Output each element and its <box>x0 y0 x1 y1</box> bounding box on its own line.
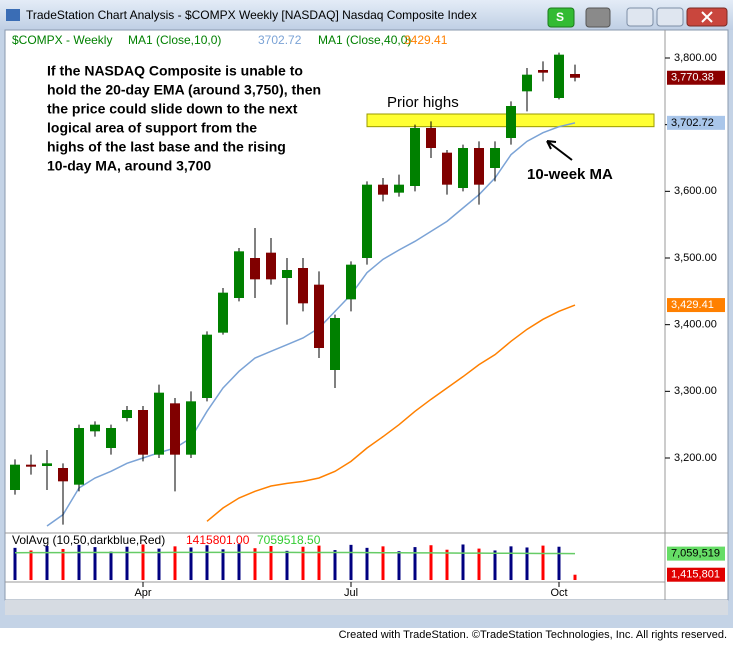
annotation-line: 10-day MA, around 3,700 <box>47 158 211 174</box>
candle-body <box>458 148 468 188</box>
candle-body <box>538 70 548 73</box>
candle-body <box>378 184 388 195</box>
price-flag-label: 3,429.41 <box>671 299 714 311</box>
candle-body <box>298 268 308 304</box>
candle-body <box>490 148 500 168</box>
ma-line <box>46 122 576 527</box>
scroll-bar <box>5 600 728 615</box>
candle-body <box>186 401 196 455</box>
symbol-label: $COMPX - Weekly <box>12 33 112 47</box>
candle-body <box>346 264 356 300</box>
band-label: Prior highs <box>387 94 459 111</box>
candle-body <box>426 128 436 148</box>
volume-flag-label: 1,415,801 <box>671 569 720 581</box>
ma-arrow <box>546 140 573 161</box>
volume-flag-label: 7,059,519 <box>671 548 720 560</box>
candle-body <box>154 392 164 455</box>
ma10-readout: 3702.72 <box>258 33 302 47</box>
candle-body <box>202 334 212 398</box>
annotation-line: If the NASDAQ Composite is unable to <box>47 63 303 79</box>
candle-body <box>330 318 340 370</box>
annotation-line: highs of the last base and the rising <box>47 139 286 155</box>
y-tick-label: 3,800.00 <box>674 52 717 64</box>
candle-body <box>282 270 292 278</box>
candle-body <box>26 464 36 467</box>
candle-body <box>170 403 180 455</box>
title-bar <box>0 0 733 30</box>
menu-button[interactable] <box>585 7 611 28</box>
minimize-button[interactable] <box>626 7 654 27</box>
volume-avg-line <box>14 551 576 555</box>
candle-body <box>122 410 132 418</box>
ma-label: 10-week MA <box>527 166 613 183</box>
candle-body <box>474 148 484 185</box>
candle-body <box>554 54 564 98</box>
candle-body <box>522 74 532 92</box>
ma-line <box>206 304 576 522</box>
annotation-line: logical area of support from the <box>47 120 257 136</box>
volume-flag <box>667 546 725 561</box>
candle-body <box>410 128 420 186</box>
price-flag <box>667 70 725 85</box>
candle-body <box>266 252 276 280</box>
candle-body <box>314 284 324 348</box>
strategy-button-label: S <box>556 10 564 24</box>
annotation-line: the price could slide down to the next <box>47 101 298 117</box>
price-flag <box>667 115 725 130</box>
candle-body <box>90 424 100 432</box>
x-tick-label: Jul <box>344 587 358 599</box>
candle-body <box>394 184 404 193</box>
footer: Created with TradeStation. ©TradeStation… <box>339 629 727 641</box>
price-flag-label: 3,770.38 <box>671 72 714 84</box>
y-tick-label: 3,300.00 <box>674 385 717 397</box>
maximize-button[interactable] <box>656 7 684 27</box>
x-tick-label: Oct <box>550 587 567 599</box>
price-flag-label: 3,702.72 <box>671 117 714 129</box>
y-tick-label: 3,500.00 <box>674 252 717 264</box>
volume-flag <box>667 567 725 582</box>
y-tick-label: 3,600.00 <box>674 185 717 197</box>
candle-body <box>442 152 452 185</box>
candle-body <box>74 428 84 485</box>
strategy-button[interactable] <box>547 7 575 28</box>
y-tick-label: 3,200.00 <box>674 452 717 464</box>
price-flag <box>667 298 725 313</box>
volume-avg-readout: 7059518.50 <box>257 533 321 547</box>
candle-body <box>570 74 580 78</box>
window-title: TradeStation Chart Analysis - $COMPX Wee… <box>26 8 477 22</box>
candle-body <box>506 106 516 138</box>
y-tick-label: 3,400.00 <box>674 319 717 331</box>
volume-readout: 1415801.00 <box>186 533 250 547</box>
candle-body <box>362 184 372 258</box>
candle-body <box>218 292 228 333</box>
x-tick-label: Apr <box>134 587 151 599</box>
footer-bg <box>0 628 733 642</box>
candle-body <box>106 428 116 448</box>
ma10-name: MA1 (Close,10,0) <box>128 33 221 47</box>
close-icon <box>701 11 713 23</box>
candle-body <box>138 410 148 455</box>
volume-name: VolAvg (10,50,darkblue,Red) <box>12 533 165 547</box>
annotation-line: hold the 20-day EMA (around 3,750), then <box>47 82 321 98</box>
candle-body <box>250 258 260 280</box>
candle-body <box>42 463 52 466</box>
candle-body <box>58 468 68 482</box>
ma40-name: MA1 (Close,40,0) <box>318 33 411 47</box>
ma40-readout: 3429.41 <box>404 33 448 47</box>
app-icon <box>6 9 20 21</box>
candle-body <box>234 251 244 298</box>
candle-body <box>10 464 20 490</box>
